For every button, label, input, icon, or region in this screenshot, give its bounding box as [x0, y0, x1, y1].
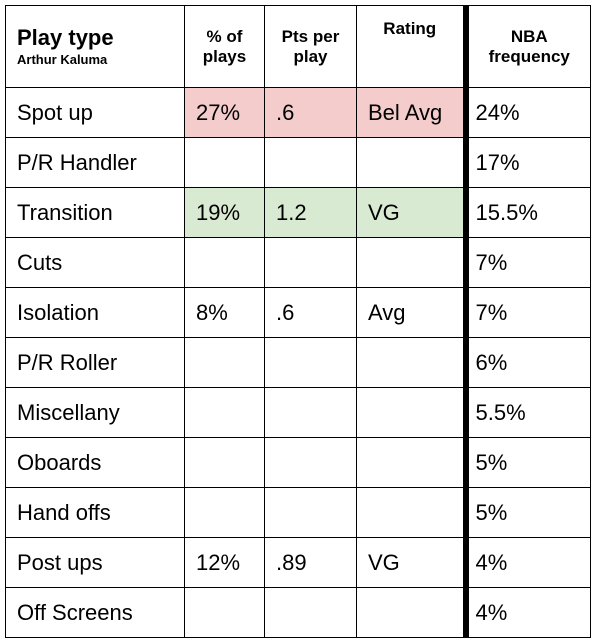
- ppp-cell: [264, 237, 357, 288]
- ppp-cell: [264, 337, 357, 388]
- nba-frequency-cell: 24%: [462, 87, 591, 138]
- pct-cell: [184, 137, 265, 188]
- rating-cell: Bel Avg: [356, 87, 466, 138]
- header-pct-of-plays: % of plays: [184, 5, 265, 88]
- ppp-cell: [264, 487, 357, 538]
- pct-cell: [184, 437, 265, 488]
- play-type-cell: Oboards: [5, 437, 185, 488]
- table-row: Post ups 12% .89 VG 4%: [5, 537, 591, 588]
- rating-cell: Avg: [356, 287, 466, 338]
- table-row: Hand offs 5%: [5, 487, 591, 538]
- nba-frequency-cell: 7%: [462, 237, 591, 288]
- table-row: Miscellany 5.5%: [5, 387, 591, 438]
- nba-frequency-cell: 4%: [462, 537, 591, 588]
- ppp-cell: [264, 437, 357, 488]
- nba-frequency-cell: 7%: [462, 287, 591, 338]
- play-type-table: Play type Arthur Kaluma % of plays Pts p…: [5, 5, 591, 638]
- play-type-cell: Off Screens: [5, 587, 185, 638]
- ppp-cell: [264, 587, 357, 638]
- header-row: Play type Arthur Kaluma % of plays Pts p…: [5, 5, 591, 88]
- rating-cell: [356, 587, 466, 638]
- nba-frequency-cell: 4%: [462, 587, 591, 638]
- table-row: Isolation 8% .6 Avg 7%: [5, 287, 591, 338]
- play-type-heading: Play type: [17, 25, 114, 50]
- play-type-cell: Hand offs: [5, 487, 185, 538]
- rating-cell: [356, 337, 466, 388]
- table-row: Off Screens 4%: [5, 587, 591, 638]
- header-rating: Rating: [356, 5, 466, 88]
- play-type-cell: Miscellany: [5, 387, 185, 438]
- rating-cell: [356, 237, 466, 288]
- rating-cell: [356, 437, 466, 488]
- pct-cell: [184, 587, 265, 638]
- ppp-cell: .6: [264, 87, 357, 138]
- table-row: P/R Handler 17%: [5, 137, 591, 188]
- ppp-cell: 1.2: [264, 187, 357, 238]
- nba-frequency-cell: 5%: [462, 487, 591, 538]
- table-row: Cuts 7%: [5, 237, 591, 288]
- pct-cell: [184, 487, 265, 538]
- table-row: Spot up 27% .6 Bel Avg 24%: [5, 87, 591, 138]
- table-header: Play type Arthur Kaluma % of plays Pts p…: [5, 5, 591, 88]
- play-type-cell: Post ups: [5, 537, 185, 588]
- pct-cell: 12%: [184, 537, 265, 588]
- play-type-cell: P/R Handler: [5, 137, 185, 188]
- rating-cell: [356, 387, 466, 438]
- ppp-cell: [264, 387, 357, 438]
- nba-frequency-cell: 5.5%: [462, 387, 591, 438]
- ppp-cell: [264, 137, 357, 188]
- play-type-cell: Isolation: [5, 287, 185, 338]
- rating-cell: VG: [356, 187, 466, 238]
- header-nba-frequency: NBA frequency: [462, 5, 591, 88]
- player-name: Arthur Kaluma: [17, 52, 108, 67]
- pct-cell: 8%: [184, 287, 265, 338]
- header-pts-per-play: Pts per play: [264, 5, 357, 88]
- ppp-cell: .89: [264, 537, 357, 588]
- play-type-cell: Cuts: [5, 237, 185, 288]
- play-type-cell: Spot up: [5, 87, 185, 138]
- play-type-cell: Transition: [5, 187, 185, 238]
- header-play-type: Play type Arthur Kaluma: [5, 5, 185, 88]
- pct-cell: [184, 237, 265, 288]
- ppp-cell: .6: [264, 287, 357, 338]
- pct-cell: 27%: [184, 87, 265, 138]
- pct-cell: [184, 337, 265, 388]
- table-row: Oboards 5%: [5, 437, 591, 488]
- rating-cell: [356, 137, 466, 188]
- nba-frequency-cell: 17%: [462, 137, 591, 188]
- nba-frequency-cell: 5%: [462, 437, 591, 488]
- play-type-cell: P/R Roller: [5, 337, 185, 388]
- pct-cell: [184, 387, 265, 438]
- table-row: Transition 19% 1.2 VG 15.5%: [5, 187, 591, 238]
- nba-frequency-cell: 6%: [462, 337, 591, 388]
- table-body: Spot up 27% .6 Bel Avg 24% P/R Handler 1…: [5, 87, 591, 638]
- rating-cell: [356, 487, 466, 538]
- pct-cell: 19%: [184, 187, 265, 238]
- nba-frequency-cell: 15.5%: [462, 187, 591, 238]
- rating-cell: VG: [356, 537, 466, 588]
- table-row: P/R Roller 6%: [5, 337, 591, 388]
